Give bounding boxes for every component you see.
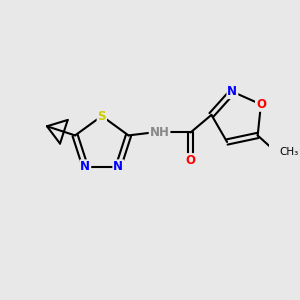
Text: N: N <box>227 85 237 98</box>
Text: N: N <box>80 160 90 173</box>
Text: N: N <box>113 160 123 173</box>
Text: O: O <box>256 98 266 111</box>
Text: NH: NH <box>150 126 169 139</box>
Text: CH₃: CH₃ <box>279 147 298 157</box>
Text: S: S <box>98 110 106 122</box>
Text: O: O <box>186 154 196 167</box>
